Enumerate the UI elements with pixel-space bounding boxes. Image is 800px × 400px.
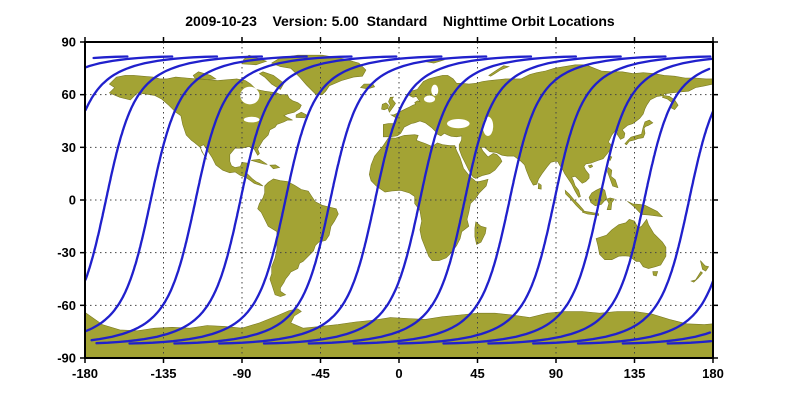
land-great-britain — [387, 96, 396, 113]
land-new-zealand-south — [690, 271, 703, 283]
chart-title: 2009-10-23 Version: 5.00 Standard Nightt… — [185, 13, 615, 29]
land-philippines — [607, 166, 619, 189]
x-tick-label: 90 — [549, 366, 563, 381]
x-tick-label: 180 — [702, 366, 724, 381]
orbit-track — [352, 55, 667, 345]
x-tick-label: -180 — [72, 366, 98, 381]
orbit-track — [218, 55, 533, 345]
water-black-sea — [447, 119, 470, 129]
y-tick-label: -60 — [57, 298, 76, 313]
orbit-track — [262, 55, 578, 345]
land-java — [582, 210, 599, 216]
y-tick-label: 30 — [62, 140, 76, 155]
orbit-tracks — [85, 55, 713, 345]
orbit-track — [90, 55, 353, 342]
orbit-track — [85, 55, 174, 69]
orbit-track — [576, 280, 713, 345]
land-sumatra — [564, 189, 585, 211]
orbit-track — [85, 55, 219, 112]
land-baffin-island — [258, 71, 285, 90]
land-cuba — [251, 158, 268, 165]
orbit-track — [532, 110, 713, 345]
orbit-track — [397, 55, 712, 345]
y-tick-label: 0 — [69, 193, 76, 208]
orbit-track — [666, 340, 713, 345]
land-greenland — [271, 54, 367, 96]
orbit-track — [92, 55, 129, 60]
water-baltic-sea-north — [431, 84, 439, 96]
land-south-america — [257, 178, 339, 297]
orbit-track — [128, 55, 443, 345]
land-sri-lanka — [537, 182, 542, 190]
orbit-track — [95, 55, 398, 345]
x-tick-label: 45 — [470, 366, 484, 381]
y-tick-label: -30 — [57, 245, 76, 260]
x-tick-label: -90 — [233, 366, 252, 381]
land-tasmania — [652, 271, 659, 277]
y-tick-label: 90 — [62, 35, 76, 50]
land-novaya-zemlya — [488, 65, 510, 77]
x-tick-label: -45 — [311, 366, 330, 381]
water-hudson-bay — [240, 86, 260, 105]
orbit-track — [85, 55, 308, 333]
orbit-track — [621, 331, 712, 345]
y-tick-label: 60 — [62, 87, 76, 102]
land-australia — [595, 218, 667, 269]
orbit-track — [307, 55, 622, 345]
land-sulawesi — [606, 197, 615, 210]
land-newfoundland — [295, 111, 307, 119]
axes: -180 -135 -90 -45 0 45 90 135 180 90 60 30 0 -30 -60 -9… — [57, 35, 724, 382]
land-hainan — [587, 164, 593, 169]
orbit-track — [487, 67, 711, 345]
land-japan — [624, 119, 654, 146]
y-tick-label: -90 — [57, 351, 76, 366]
x-tick-label: -135 — [150, 366, 176, 381]
orbit-track — [442, 57, 713, 345]
land-ireland — [381, 102, 389, 111]
water-great-lakes — [243, 116, 260, 123]
orbit-track — [85, 55, 264, 281]
x-tick-label: 135 — [624, 366, 646, 381]
land-hispaniola — [269, 164, 281, 170]
x-tick-label: 0 — [395, 366, 402, 381]
water-baltic-sea-south — [423, 95, 436, 103]
orbit-track — [173, 55, 488, 345]
land-new-zealand-north — [700, 260, 710, 272]
